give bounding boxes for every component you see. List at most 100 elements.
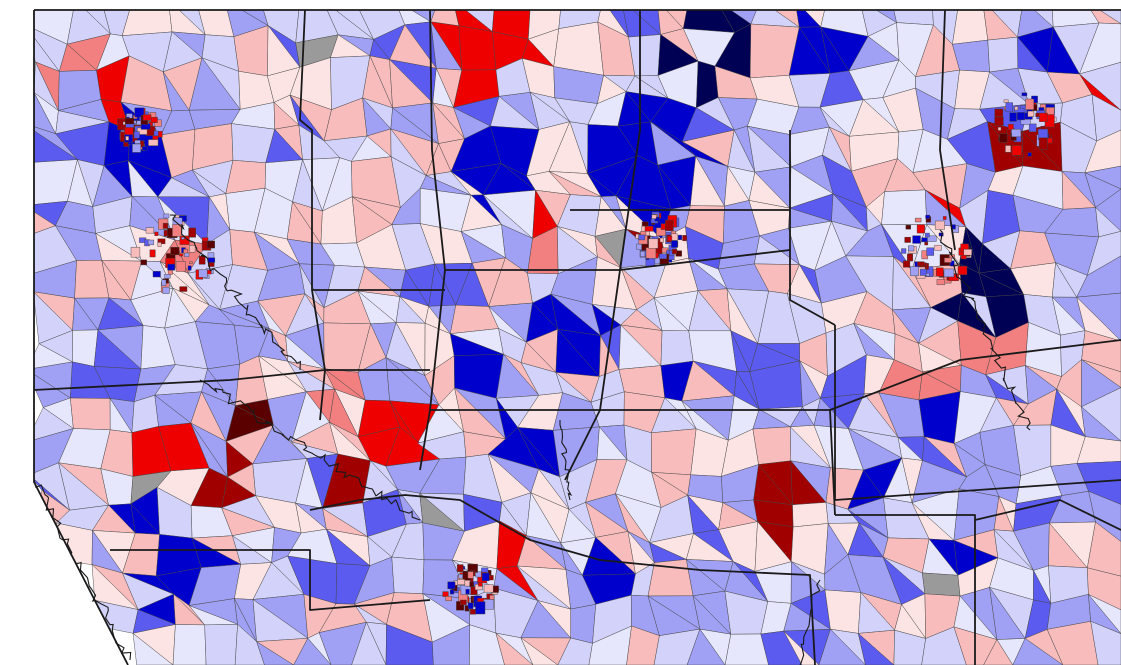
urban-precinct <box>927 235 937 242</box>
urban-precinct <box>651 214 657 219</box>
precinct <box>660 330 694 366</box>
urban-precinct <box>478 582 483 587</box>
urban-precinct <box>648 238 659 249</box>
urban-precinct <box>914 217 922 223</box>
precinct <box>1079 22 1121 75</box>
urban-precinct <box>907 253 914 262</box>
urban-precinct <box>206 240 215 249</box>
precinct <box>760 630 803 665</box>
urban-precinct <box>464 580 471 587</box>
precinct <box>724 633 769 665</box>
precinct <box>495 632 534 665</box>
urban-precinct <box>957 265 968 275</box>
urban-precinct <box>142 114 152 121</box>
urban-precinct <box>167 269 173 275</box>
urban-precinct <box>654 216 660 222</box>
urban-precinct <box>1011 128 1022 138</box>
urban-precinct <box>934 220 945 230</box>
urban-precinct <box>644 226 654 232</box>
precinct <box>204 624 238 665</box>
urban-precinct <box>133 131 140 139</box>
urban-precinct <box>152 271 161 278</box>
county-boundary-layer <box>33 9 1121 665</box>
urban-precinct <box>659 237 665 243</box>
county-boundary <box>309 494 816 665</box>
precinct <box>570 604 597 644</box>
precinct <box>588 625 632 665</box>
urban-precinct <box>475 571 482 578</box>
urban-precinct <box>167 263 176 271</box>
urban-precinct <box>447 581 456 590</box>
urban-precinct <box>908 245 915 252</box>
precinct <box>1076 436 1121 464</box>
urban-precinct <box>136 120 142 126</box>
precinct <box>72 329 99 367</box>
precinct <box>469 624 505 665</box>
urban-precinct <box>640 251 646 257</box>
river-layer <box>33 214 1031 665</box>
urban-precinct <box>1011 145 1022 156</box>
urban-precinct <box>1028 123 1037 133</box>
urban-precinct <box>917 261 925 267</box>
urban-precinct <box>1047 137 1053 144</box>
urban-precinct <box>154 119 162 127</box>
precinct <box>432 624 471 665</box>
precinct <box>520 637 559 665</box>
precinct <box>1087 521 1121 577</box>
urban-precinct <box>457 579 466 585</box>
precinct <box>824 589 862 634</box>
urban-precinct <box>162 222 168 229</box>
urban-precinct <box>147 239 155 246</box>
precinct <box>1087 231 1121 276</box>
urban-precinct <box>645 247 657 259</box>
county-boundary <box>570 130 836 326</box>
urban-precinct <box>142 146 148 151</box>
river <box>199 379 421 521</box>
precinct <box>1012 638 1064 665</box>
urban-precinct <box>903 260 911 268</box>
urban-precinct <box>999 133 1008 143</box>
urban-precinct <box>665 219 674 231</box>
precinct <box>792 502 829 528</box>
urban-precinct <box>1005 102 1013 113</box>
urban-precinct <box>1005 145 1012 153</box>
county-boundary <box>834 325 1121 501</box>
urban-precinct <box>682 235 688 242</box>
county-boundary <box>829 339 1121 411</box>
urban-precinct <box>460 599 467 606</box>
urban-precinct <box>198 269 208 278</box>
urban-precinct <box>1003 99 1009 103</box>
urban-precinct <box>936 267 944 277</box>
urban-precinct <box>465 589 470 595</box>
urban-precinct <box>919 268 927 276</box>
county-boundary <box>299 9 326 421</box>
urban-precinct <box>997 126 1002 131</box>
urban-precinct <box>469 581 474 588</box>
precinct <box>256 641 294 665</box>
urban-precinct <box>904 236 911 243</box>
urban-precinct <box>636 243 642 250</box>
precinct <box>1084 129 1121 174</box>
urban-precinct <box>1027 110 1035 117</box>
precinct <box>1046 621 1099 665</box>
urban-precinct <box>905 224 911 230</box>
urban-precinct <box>960 254 967 260</box>
precinct <box>987 36 1019 73</box>
precinct <box>172 624 207 665</box>
urban-precinct <box>1038 137 1048 150</box>
urban-precinct <box>153 130 159 137</box>
county-boundary <box>33 369 430 391</box>
urban-precinct <box>916 224 925 234</box>
urban-precinct <box>189 261 193 264</box>
urban-precinct <box>925 214 931 219</box>
urban-precinct <box>170 247 180 256</box>
urban-precinct <box>175 261 186 272</box>
precinct <box>1076 255 1121 298</box>
urban-precinct <box>124 117 135 125</box>
urban-precinct <box>475 601 486 615</box>
urban-precinct <box>183 248 188 254</box>
urban-precinct <box>458 574 464 579</box>
precinct <box>557 637 593 665</box>
